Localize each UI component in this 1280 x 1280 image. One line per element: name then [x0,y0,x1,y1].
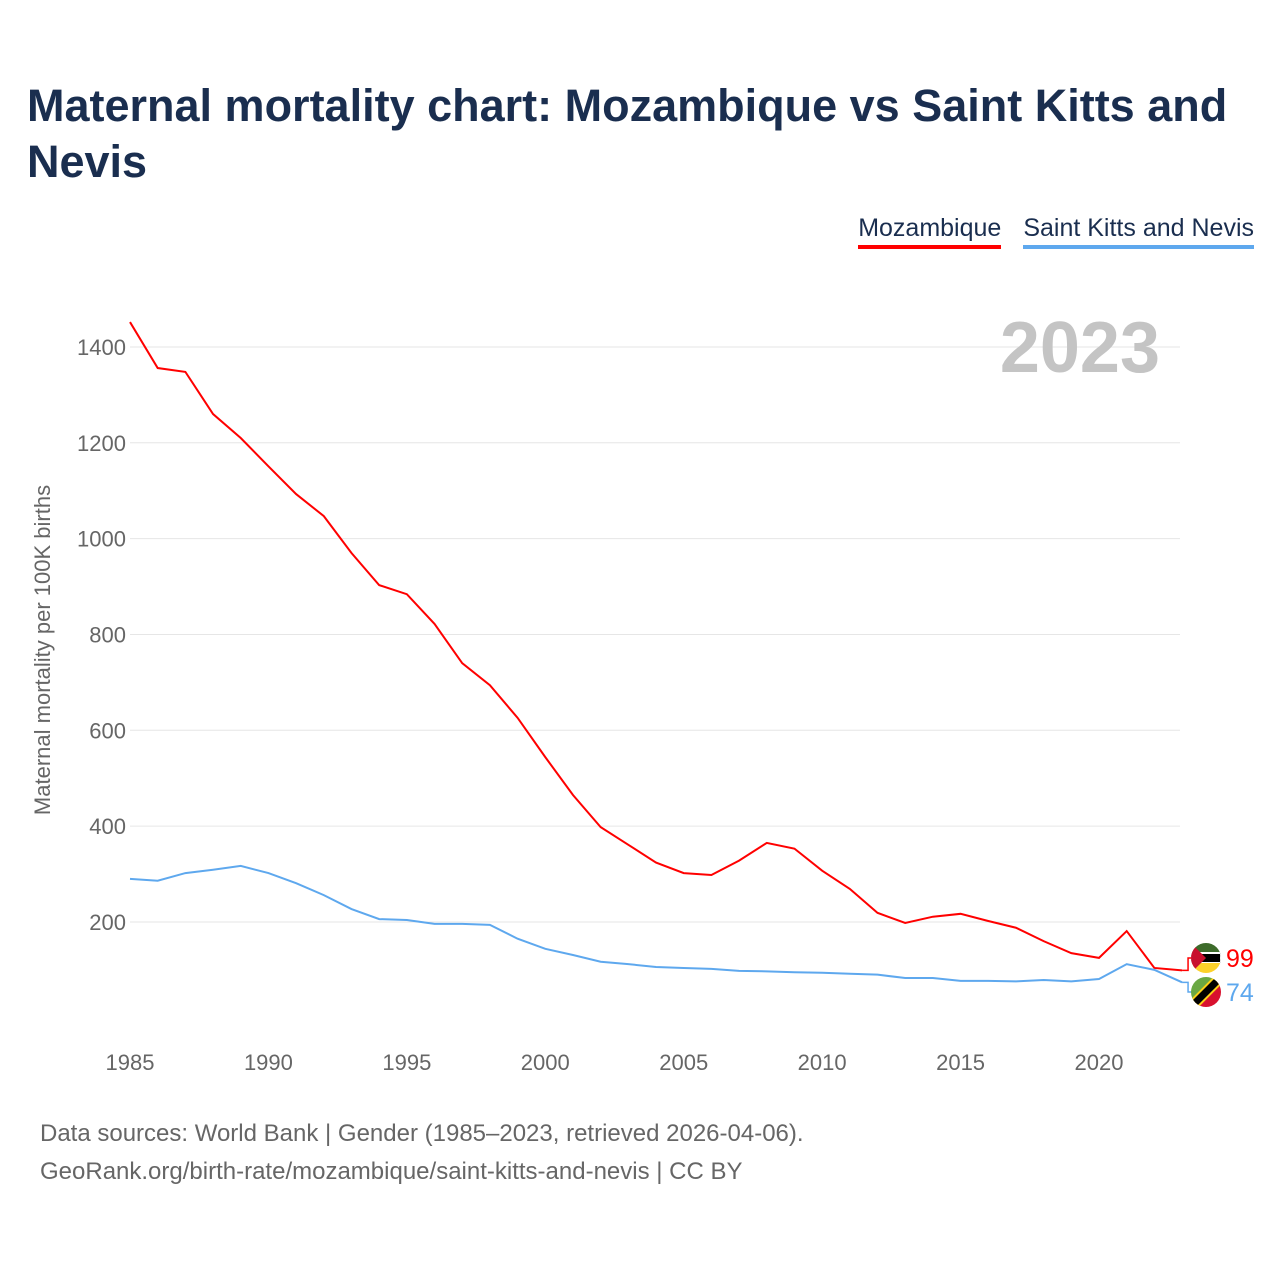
x-tick-label: 2010 [798,1050,847,1075]
mozambique-flag-icon [1191,943,1221,973]
flag-body [1191,977,1221,1007]
flag-stripe [1191,963,1221,973]
flag-stripe [1191,943,1221,953]
x-tick-label: 1995 [382,1050,431,1075]
x-tick-label: 2020 [1075,1050,1124,1075]
legend: Mozambique Saint Kitts and Nevis [858,214,1254,249]
end-value-label: 74 [1226,979,1254,1007]
x-tick-label: 1990 [244,1050,293,1075]
legend-item-saint-kitts-and-nevis[interactable]: Saint Kitts and Nevis [1023,214,1254,249]
y-tick-label: 400 [89,814,126,839]
y-axis-label: Maternal mortality per 100K births [30,485,55,815]
y-tick-label: 600 [89,718,126,743]
series-line-mozambique [129,321,1183,972]
y-tick-label: 800 [89,622,126,647]
saint-kitts-and-nevis-flag-icon [1191,977,1221,1007]
footer-link[interactable]: GeoRank.org/birth-rate/mozambique/saint-… [40,1158,743,1185]
end-value-label: 99 [1226,945,1254,973]
x-tick-label: 2000 [521,1050,570,1075]
y-tick-label: 1200 [77,431,126,456]
x-tick-label: 1985 [106,1050,155,1075]
y-tick-label: 1400 [77,335,126,360]
flag-triangle [1191,943,1206,973]
flag-band [1191,977,1221,1007]
y-tick-label: 1000 [77,527,126,552]
footer-sources: Data sources: World Bank | Gender (1985–… [40,1120,804,1147]
flag-body [1191,943,1221,973]
legend-item-mozambique[interactable]: Mozambique [858,214,1002,249]
y-tick-label: 200 [89,910,126,935]
chart-title: Maternal mortality chart: Mozambique vs … [27,80,1228,187]
series-line-saint-kitts-and-nevis [129,864,1183,984]
x-tick-label: 2005 [659,1050,708,1075]
x-tick-label: 2015 [936,1050,985,1075]
year-label: 2023 [1000,308,1160,388]
